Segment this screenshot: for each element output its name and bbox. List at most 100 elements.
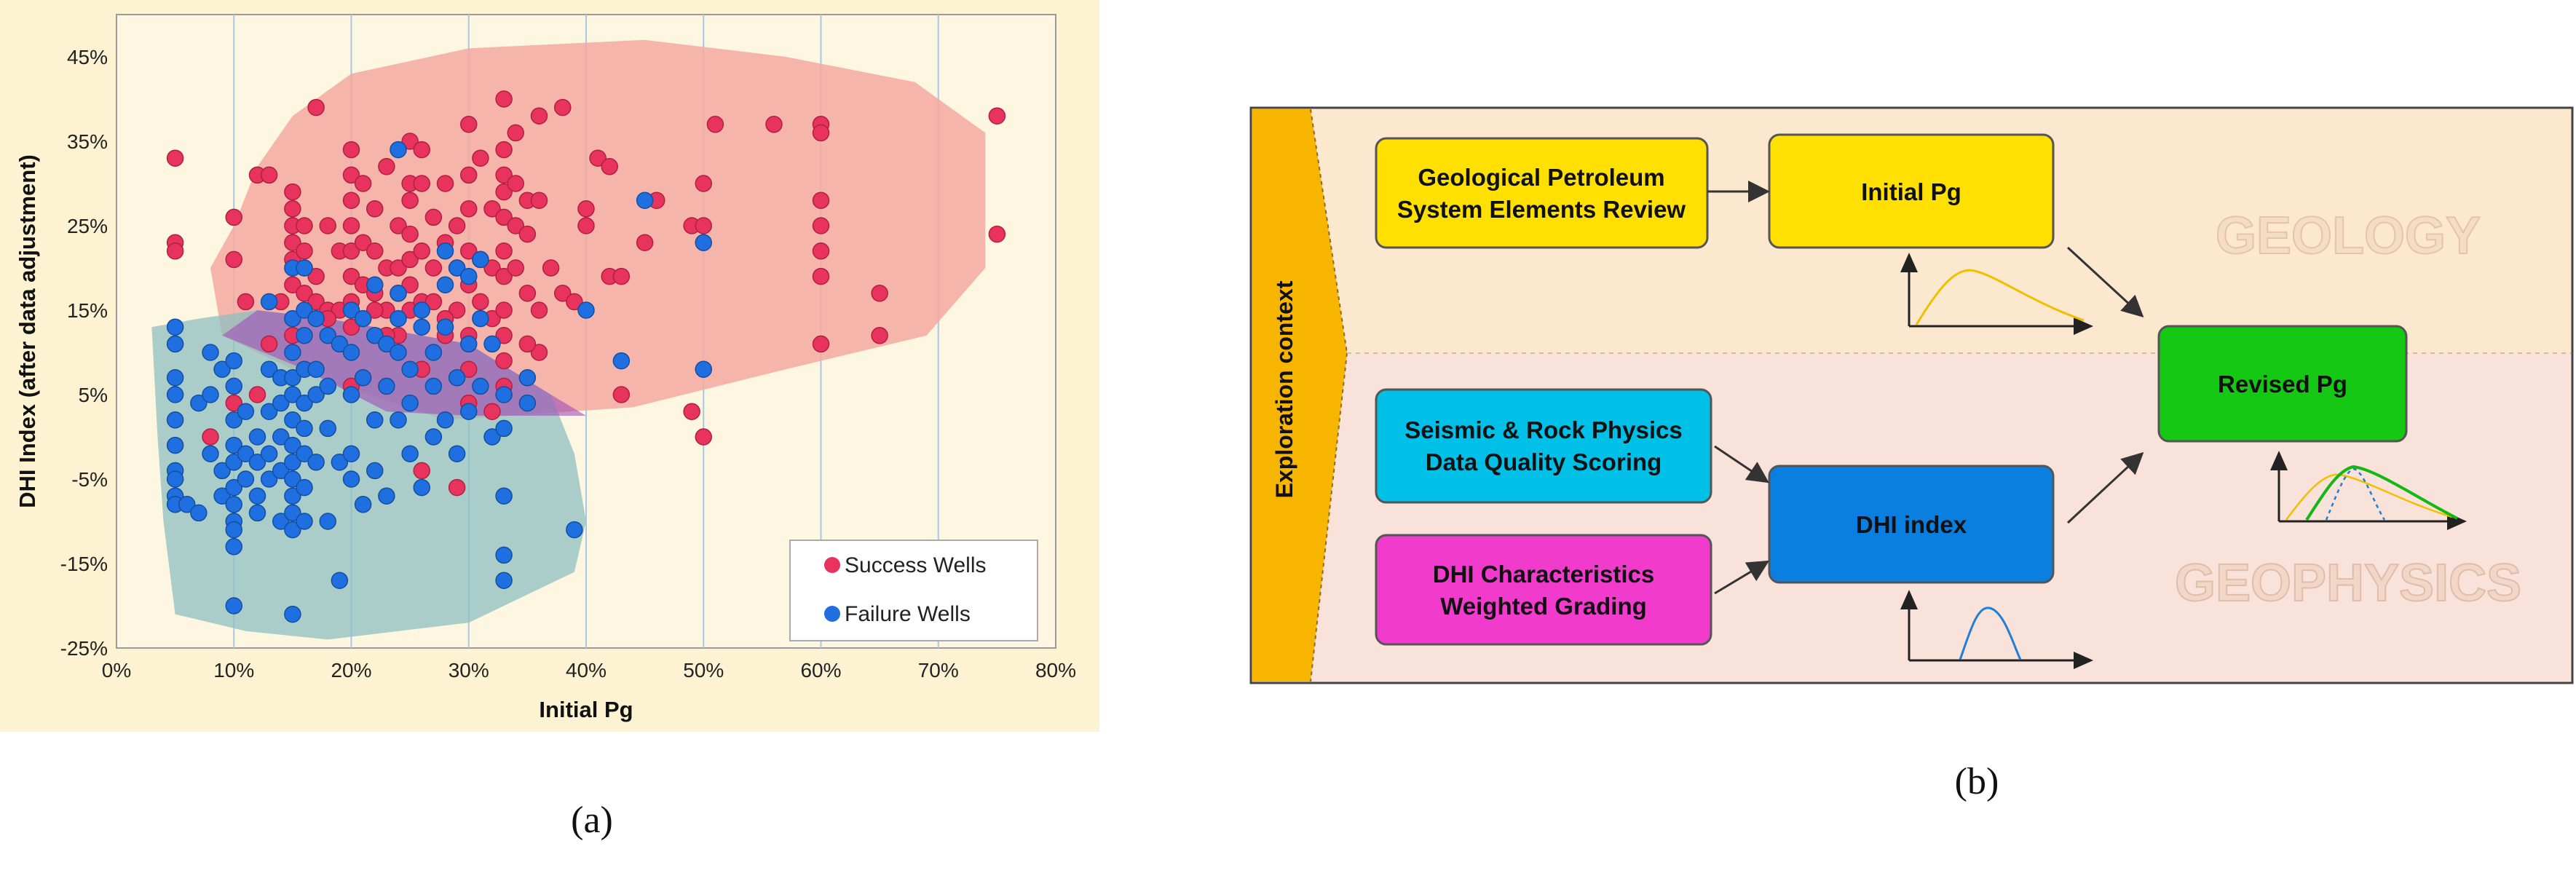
success-well-point (495, 141, 513, 159)
success-well-point (319, 217, 336, 234)
success-well-point (695, 217, 712, 234)
legend-label-success: Success Wells (845, 553, 987, 577)
x-tick-label: 0% (102, 659, 131, 682)
failure-well-point (390, 309, 407, 328)
success-well-point (284, 200, 301, 218)
x-tick-label: 10% (213, 659, 254, 682)
failure-well-point (225, 597, 242, 615)
success-well-point (424, 259, 443, 277)
success-well-point (296, 242, 313, 260)
failure-well-point (342, 344, 360, 361)
y-tick-labels: -25% -15% -5% 5% 15% 25% 35% 45% (60, 46, 108, 660)
dhi-index-curve (1959, 607, 2022, 660)
failure-well-point (225, 411, 242, 429)
success-well-point (871, 285, 888, 302)
success-well-point (166, 149, 184, 167)
failure-well-point (413, 478, 430, 497)
failure-well-point (260, 470, 278, 488)
text-line: Weighted Grading (1440, 593, 1647, 620)
failure-well-point (366, 327, 384, 344)
success-well-point (765, 116, 783, 133)
failure-well-point (483, 335, 501, 353)
failure-well-point (636, 191, 654, 209)
failure-well-point (248, 487, 266, 505)
success-well-point (307, 267, 325, 285)
failure-well-point (272, 513, 290, 530)
failure-well-point (213, 360, 231, 378)
initial-pg-curve (1915, 269, 2085, 325)
failure-well-point (237, 445, 255, 462)
success-well-point (225, 250, 242, 269)
failure-well-point (495, 546, 513, 564)
success-well-point (812, 191, 830, 209)
success-well-point (530, 344, 548, 361)
failure-well-point (307, 360, 325, 378)
failure-well-point (284, 605, 301, 623)
failure-well-point (225, 538, 242, 556)
success-well-point (390, 217, 407, 234)
y-axis-label: DHI Index (after data adjustment) (15, 154, 40, 508)
failure-well-point (448, 259, 466, 277)
success-well-point (507, 175, 524, 192)
failure-well-point (413, 318, 430, 336)
success-well-point (202, 428, 219, 446)
failure-well-point (342, 445, 360, 462)
success-well-point (530, 301, 548, 319)
failure-well-point (436, 318, 454, 336)
success-well-point (554, 98, 572, 116)
success-well-point (413, 242, 430, 260)
legend-marker-failure (824, 606, 840, 622)
success-well-point (390, 259, 407, 277)
failure-well-point (577, 301, 595, 319)
failure-well-point (272, 462, 290, 480)
failure-well-point (272, 428, 290, 446)
failure-well-point (284, 521, 301, 539)
success-well-point (296, 285, 313, 302)
success-well-point (507, 217, 524, 234)
success-well-point (812, 242, 830, 260)
failure-well-point (284, 454, 301, 471)
success-well-point (495, 208, 513, 226)
failure-well-point (202, 445, 219, 462)
success-well-point (495, 352, 513, 370)
success-well-point (260, 335, 278, 353)
success-well-point (342, 191, 360, 209)
success-well-point (342, 166, 360, 184)
panel-b-caption: (b) (1955, 761, 1999, 802)
box-seismic: Seismic & Rock Physics Data Quality Scori… (1375, 388, 1712, 504)
success-well-point (460, 200, 478, 218)
panel-a-caption: (a) (571, 799, 613, 841)
success-well-point (495, 90, 513, 108)
box-revised-pg-text: Revised Pg (2218, 371, 2347, 398)
failure-well-point (284, 386, 301, 403)
success-well-point (495, 242, 513, 260)
failure-well-point (495, 487, 513, 505)
failure-well-point (237, 403, 255, 420)
success-well-point (601, 158, 618, 175)
failure-well-point (237, 470, 255, 488)
box-dhi-grading: DHI Characteristics Weighted Grading (1375, 534, 1712, 646)
y-tick-label: -25% (60, 637, 108, 660)
success-well-point (296, 217, 313, 234)
text-line: Revised Pg (2218, 371, 2347, 398)
failure-well-point (296, 445, 313, 462)
failure-well-point (225, 496, 242, 513)
success-well-point (307, 98, 325, 116)
success-well-point (260, 166, 278, 184)
initial-pg-distribution-plot (1900, 253, 2093, 335)
revised-posterior-curve (2305, 465, 2458, 521)
success-well-point (577, 200, 595, 218)
failure-well-point (378, 487, 395, 505)
box-initial-pg: Initial Pg (1768, 133, 2055, 249)
success-well-point (342, 242, 360, 260)
revised-likelihood-curve (2325, 467, 2386, 521)
failure-well-point (401, 360, 419, 378)
failure-well-point (448, 369, 466, 387)
failure-well-point (319, 513, 336, 530)
success-well-point (566, 293, 583, 311)
success-well-point (401, 250, 419, 269)
success-well-point (507, 124, 524, 142)
failure-well-point (695, 360, 712, 378)
text-line: Initial Pg (1861, 178, 1961, 205)
failure-well-point (448, 445, 466, 462)
